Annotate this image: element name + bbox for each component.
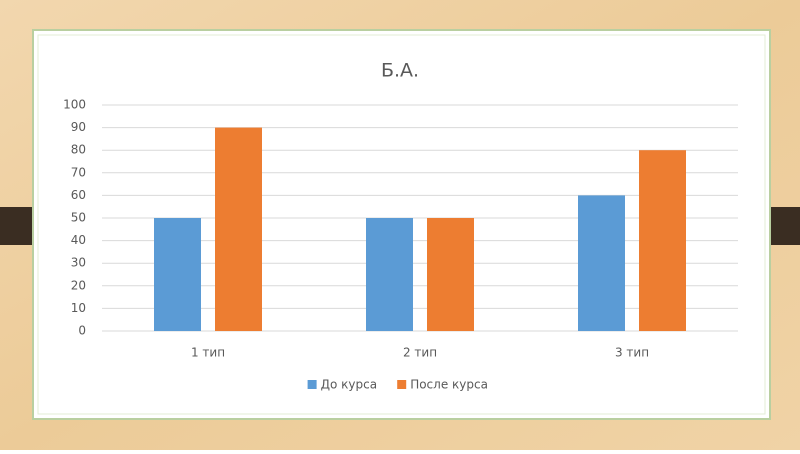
y-tick-label: 100: [63, 98, 86, 112]
legend-swatch: [397, 380, 407, 389]
x-tick-label: 2 тип: [403, 346, 437, 360]
y-tick-label: 10: [71, 301, 86, 315]
bar: [639, 150, 686, 331]
y-tick-label: 20: [71, 278, 86, 292]
chart-title: Б.А.: [381, 60, 419, 82]
bar: [154, 218, 201, 331]
bar: [366, 218, 413, 331]
y-tick-label: 0: [78, 324, 86, 338]
y-tick-label: 50: [71, 211, 86, 225]
y-tick-label: 90: [71, 120, 86, 134]
y-tick-label: 60: [71, 188, 86, 202]
y-tick-label: 40: [71, 233, 86, 247]
bar: [215, 127, 262, 331]
x-tick-label: 1 тип: [191, 346, 225, 360]
y-tick-label: 70: [71, 165, 86, 179]
legend-label: До курса: [321, 378, 377, 392]
legend-label: После курса: [410, 378, 488, 392]
legend-swatch: [307, 380, 317, 389]
bar: [578, 195, 625, 331]
y-tick-label: 80: [71, 143, 86, 157]
bar: [427, 218, 474, 331]
y-tick-label: 30: [71, 256, 86, 270]
x-tick-label: 3 тип: [615, 346, 649, 360]
card-inner-border: [37, 34, 766, 415]
